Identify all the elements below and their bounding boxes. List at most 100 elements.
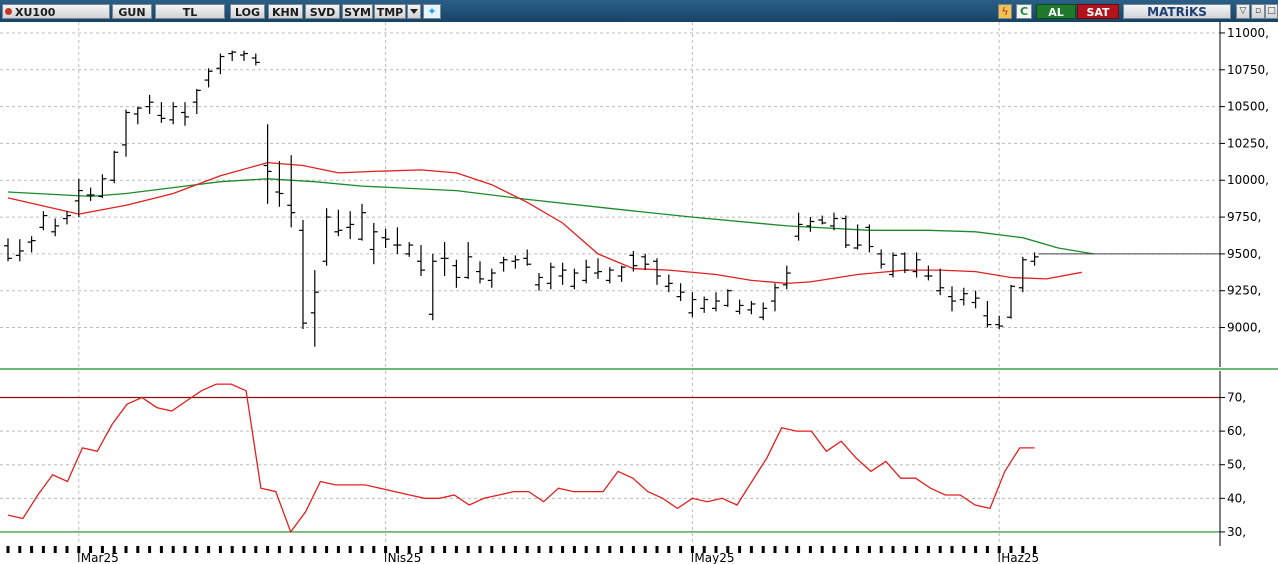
time-tick	[561, 546, 565, 553]
month-label: Mar25	[81, 551, 119, 564]
ohlc-bar	[440, 242, 449, 276]
time-tick	[738, 546, 742, 553]
ohlc-bar	[346, 211, 355, 240]
ma-short-line	[7, 161, 1082, 285]
ohlc-bar	[63, 211, 71, 225]
ohlc-bar	[971, 290, 980, 309]
ohlc-bar	[735, 299, 744, 315]
ohlc-bar	[936, 268, 945, 296]
chart-grid	[0, 22, 1220, 544]
ohlc-bar	[417, 245, 425, 276]
time-tick	[525, 546, 529, 553]
ohlc-bar	[759, 302, 768, 321]
time-tick	[301, 546, 305, 553]
ohlc-bar	[476, 261, 484, 284]
time-tick	[6, 546, 10, 553]
ohlc-bar	[889, 252, 897, 278]
ohlc-bar	[263, 124, 272, 204]
ohlc-bar	[664, 274, 673, 293]
price-tick-label: 9000,	[1227, 321, 1261, 335]
month-label: Nis25	[388, 551, 422, 564]
ohlc-bar	[523, 249, 532, 266]
time-tick	[667, 546, 671, 553]
month-label: Haz25	[1001, 551, 1039, 564]
buy-button[interactable]: AL	[1036, 4, 1076, 19]
time-tick	[679, 546, 683, 553]
chart-axes: 9000, 9250, 9500, 9750, 10000, 10250, 10500, 10…	[0, 22, 1278, 564]
osc-tick-label: 40,	[1227, 491, 1246, 505]
ohlc-bar	[688, 292, 697, 318]
time-tick	[254, 546, 258, 553]
time-tick	[513, 546, 517, 553]
ohlc-bar	[865, 224, 874, 253]
time-tick	[926, 546, 930, 553]
time-tick	[502, 546, 506, 553]
ohlc-bar	[676, 283, 685, 302]
time-tick	[903, 546, 907, 553]
time-tick	[832, 546, 836, 553]
ohlc-bar	[74, 178, 83, 218]
twitter-icon[interactable]: ✦	[423, 4, 441, 19]
sym-button[interactable]: SYM	[342, 4, 373, 19]
ohlc-bar	[983, 301, 992, 328]
ohlc-bar	[358, 203, 366, 241]
symbol-label: XU100	[15, 6, 56, 19]
ohlc-bar	[570, 268, 579, 290]
time-tick	[348, 546, 352, 553]
ohlc-bar	[98, 174, 107, 198]
time-tick	[761, 546, 765, 553]
time-tick	[148, 546, 152, 553]
time-tick	[41, 546, 45, 553]
symbol-selector[interactable]: XU100	[2, 4, 110, 19]
ohlc-bar	[487, 268, 496, 288]
ohlc-bar	[334, 209, 343, 237]
time-tick	[171, 546, 175, 553]
chevron-down-icon[interactable]	[407, 4, 421, 19]
ohlc-bar	[546, 262, 555, 290]
time-tick	[124, 546, 128, 553]
khn-button[interactable]: KHN	[268, 4, 303, 19]
maximize-icon[interactable]: □	[1265, 4, 1278, 19]
minimize-icon[interactable]: ▫	[1251, 4, 1265, 19]
time-tick	[325, 546, 329, 553]
price-tick-label: 9750,	[1227, 210, 1261, 224]
log-button[interactable]: LOG	[230, 4, 265, 19]
ohlc-bar	[110, 150, 119, 184]
oscillator-panel	[0, 383, 1220, 534]
tmp-button[interactable]: TMP	[374, 4, 406, 19]
time-tick	[313, 546, 317, 553]
ohlc-bar	[948, 286, 956, 312]
ohlc-bar	[204, 68, 213, 88]
ohlc-bars	[4, 50, 1039, 347]
osc-tick-label: 50,	[1227, 458, 1246, 472]
time-tick	[714, 546, 718, 553]
currency-button[interactable]: TL	[155, 4, 225, 19]
ohlc-bar	[605, 267, 614, 284]
ohlc-bar	[405, 242, 414, 257]
ohlc-bar	[39, 211, 48, 231]
time-tick	[159, 546, 163, 553]
ohlc-bar	[122, 109, 130, 157]
time-tick	[655, 546, 659, 553]
flash-icon[interactable]: ϟ	[998, 4, 1012, 19]
sell-button[interactable]: SAT	[1077, 4, 1119, 19]
time-tick	[372, 546, 376, 553]
ohlc-bar	[192, 88, 201, 114]
time-tick	[620, 546, 624, 553]
ohlc-bar	[794, 212, 803, 241]
ohlc-bar	[322, 208, 331, 266]
symbol-icon	[5, 8, 12, 15]
ohlc-bar	[806, 217, 815, 232]
time-tick	[915, 546, 919, 553]
price-tick-label: 10250,	[1227, 136, 1269, 150]
ohlc-bar	[145, 94, 154, 114]
refresh-icon[interactable]: C	[1016, 4, 1032, 19]
svd-button[interactable]: SVD	[305, 4, 340, 19]
ohlc-bar	[912, 252, 921, 278]
time-tick	[419, 546, 423, 553]
time-tick	[336, 546, 340, 553]
time-tick	[950, 546, 954, 553]
menu-icon[interactable]: ▽	[1236, 4, 1250, 19]
period-button[interactable]: GUN	[112, 4, 152, 19]
ohlc-bar	[27, 236, 36, 253]
